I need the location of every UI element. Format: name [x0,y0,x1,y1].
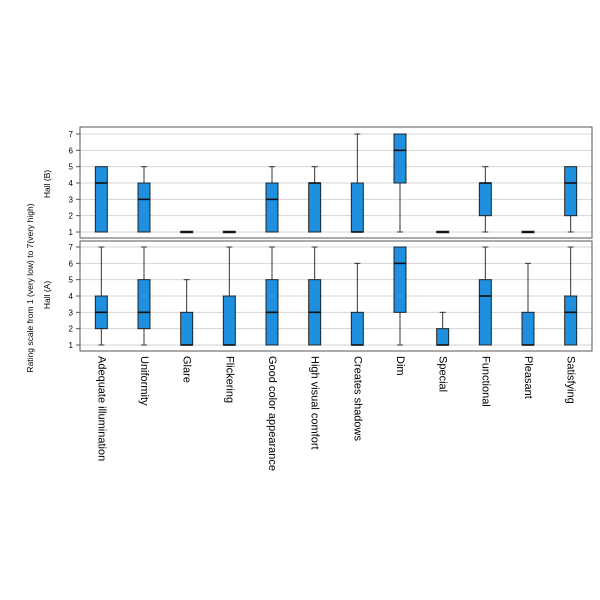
x-tick-label: Adequate illumination [95,356,107,461]
box-1 [137,246,151,346]
x-tick-label: Uniformity [138,356,150,406]
y-tick-label: 7 [69,243,74,252]
box-10 [521,230,535,234]
box-11 [564,246,578,346]
box-iqr [564,295,578,346]
y-tick-label: 2 [69,325,74,334]
y-tick-label: 3 [69,195,74,204]
box-iqr [308,182,322,233]
y-tick-label: 5 [69,276,74,285]
box-iqr [393,246,407,313]
box-iqr [180,311,194,346]
box-5 [308,246,322,346]
box-7 [393,246,407,346]
panel-label-hall-a: Hall (A) [42,281,52,310]
box-iqr [222,295,236,346]
y-tick-label: 2 [69,212,74,221]
box-3 [222,230,236,234]
box-iqr [350,311,364,346]
box-2 [180,230,194,234]
y-tick-label: 6 [69,259,74,268]
box-6 [350,133,364,233]
box-0 [94,246,108,346]
x-tick-label: High visual comfort [309,356,321,450]
box-1 [137,166,151,233]
box-0 [94,166,108,233]
box-3 [222,246,236,346]
x-tick-label: Functional [479,356,491,407]
box-8 [436,311,450,346]
box-iqr [137,279,151,330]
box-iqr [393,133,407,184]
box-iqr [478,279,492,346]
x-tick-label: Flickering [223,356,235,403]
x-tick-label: Dim [394,356,406,376]
box-8 [436,230,450,234]
y-tick-label: 7 [69,130,74,139]
x-tick-label: Glare [181,356,193,383]
x-tick-label: Pleasant [522,356,534,399]
y-tick-label: 3 [69,308,74,317]
panel-hall-a: 1 2 3 4 5 6 7 [69,240,593,352]
y-tick-label: 4 [69,179,74,188]
x-tick-label: Special [437,356,449,392]
panel-label-hall-b: Hall (B) [42,170,52,199]
x-tick-label: Good color appearance [266,356,278,471]
box-iqr [521,311,535,346]
box-6 [350,262,364,346]
box-9 [478,166,492,233]
box-iqr [94,166,108,233]
x-tick-label: Satisfying [565,356,577,404]
panel-frame [79,126,593,239]
box-10 [521,262,535,346]
box-iqr [564,166,578,217]
box-4 [265,166,279,233]
y-tick-label: 1 [69,228,74,237]
y-tick-label: 1 [69,341,74,350]
y-tick-label: 5 [69,163,74,172]
box-iqr [350,182,364,233]
box-11 [564,166,578,233]
box-7 [393,133,407,233]
box-9 [478,246,492,346]
panel-frame [79,240,593,352]
box-iqr [137,182,151,233]
box-4 [265,246,279,346]
box-iqr [436,328,450,346]
box-iqr [265,182,279,233]
box-iqr [478,182,492,217]
box-5 [308,166,322,233]
x-tick-label: Creates shadows [351,356,363,441]
y-tick-label: 4 [69,292,74,301]
y-tick-label: 6 [69,146,74,155]
box-2 [180,279,194,346]
y-axis-label: Rating scale from 1 (very low) to 7(very… [25,203,35,372]
panel-hall-b: 1 2 3 4 5 6 7 [69,126,593,239]
